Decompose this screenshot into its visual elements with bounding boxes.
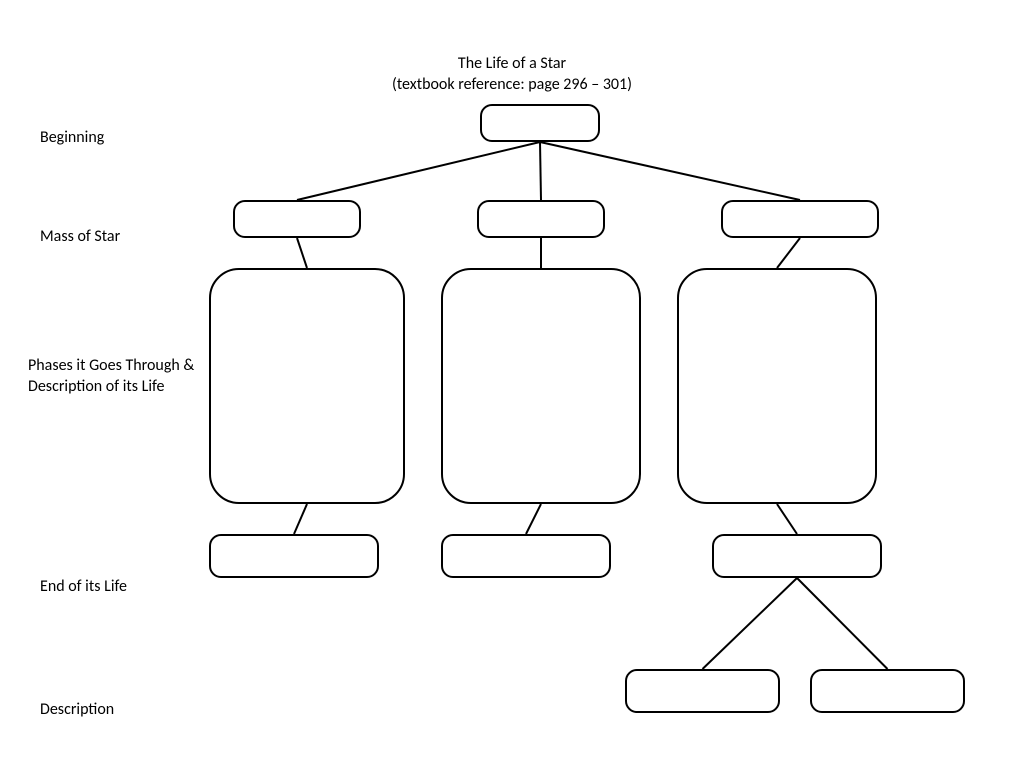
node-phase-1: [209, 268, 405, 504]
title-block: The Life of a Star (textbook reference: …: [0, 54, 1024, 96]
node-desc-2: [810, 669, 965, 713]
node-phase-2: [441, 268, 641, 504]
label-mass: Mass of Star: [40, 227, 120, 248]
node-root: [480, 104, 600, 142]
node-end-3: [712, 534, 882, 578]
node-end-2: [441, 534, 611, 578]
node-mass-2: [477, 200, 605, 238]
node-desc-1: [625, 669, 780, 713]
node-mass-3: [721, 200, 879, 238]
worksheet-page: The Life of a Star (textbook reference: …: [0, 0, 1024, 780]
node-mass-1: [233, 200, 361, 238]
label-description: Description: [40, 700, 114, 721]
title-line-2: (textbook reference: page 296 – 301): [0, 75, 1024, 96]
label-beginning: Beginning: [40, 128, 104, 149]
label-phases: Phases it Goes Through & Description of …: [28, 356, 228, 398]
node-phase-3: [677, 268, 877, 504]
node-end-1: [209, 534, 379, 578]
label-end: End of its Life: [40, 577, 127, 598]
title-line-1: The Life of a Star: [0, 54, 1024, 75]
